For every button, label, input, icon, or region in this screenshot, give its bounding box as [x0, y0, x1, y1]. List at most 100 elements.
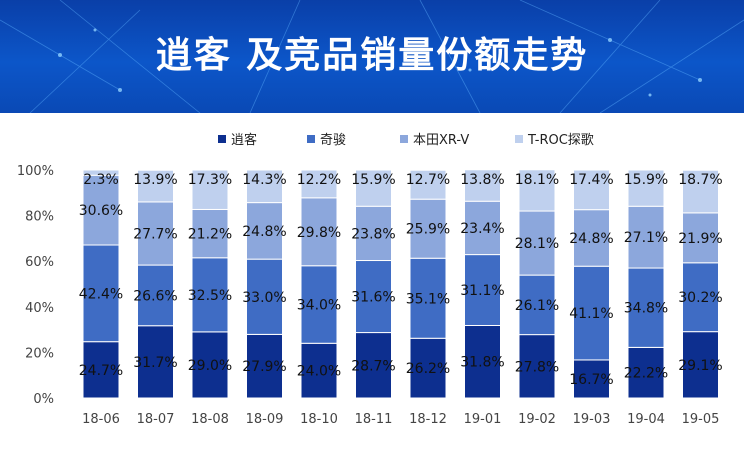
data-label: 24.8%	[569, 231, 613, 247]
data-label: 42.4%	[79, 286, 123, 302]
data-label: 16.7%	[569, 372, 613, 388]
bar-segment	[627, 169, 665, 207]
x-tick-label: 18-10	[300, 412, 338, 427]
data-label: 30.6%	[79, 203, 123, 219]
bar-segment	[137, 325, 174, 399]
data-label: 30.2%	[678, 290, 722, 306]
bar-segment	[355, 205, 392, 262]
x-tick-label: 19-03	[573, 412, 611, 427]
data-label: 17.4%	[569, 172, 613, 188]
stacked-bar-chart: 逍客 奇骏 本田XR-V T-ROC探歌 0% 20% 40% 60% 80% 100% 24.7%…	[17, 132, 723, 427]
y-tick-label: 100%	[17, 164, 54, 179]
title-banner: 逍客 及竞品销量份额走势	[0, 0, 744, 113]
bar-segment	[573, 209, 610, 267]
data-label: 12.7%	[406, 172, 450, 188]
bar-segment	[682, 169, 719, 214]
data-label: 17.3%	[188, 172, 232, 188]
data-label: 23.8%	[351, 226, 395, 242]
legend-swatch	[307, 135, 315, 143]
data-label: 33.0%	[242, 290, 286, 306]
x-tick-label: 19-01	[464, 412, 502, 427]
data-label: 18.1%	[515, 172, 559, 188]
data-label: 27.9%	[242, 359, 286, 375]
bar-segment	[191, 257, 229, 333]
x-tick-label: 18-11	[355, 412, 393, 427]
legend-label: 本田XR-V	[413, 133, 469, 148]
bar-segment	[682, 262, 719, 333]
bar-segment	[191, 331, 229, 399]
bar-segment	[518, 210, 556, 276]
bar-segment	[409, 257, 447, 339]
data-label: 2.3%	[83, 172, 119, 188]
bar-segment	[246, 169, 283, 204]
data-label: 28.7%	[351, 358, 395, 374]
bar-segment	[355, 169, 392, 207]
bar-segment	[409, 337, 447, 399]
y-tick-label: 20%	[25, 346, 54, 361]
data-label: 24.8%	[242, 224, 286, 240]
x-tick-label: 19-05	[682, 412, 720, 427]
bar-segment	[464, 254, 501, 326]
bar-segment	[627, 267, 665, 348]
data-label: 41.1%	[569, 306, 613, 322]
network-lines-decoration	[0, 0, 744, 113]
bar-segment	[300, 265, 338, 344]
data-label: 34.0%	[297, 298, 341, 314]
data-label: 21.9%	[678, 231, 722, 247]
data-label: 31.6%	[351, 290, 395, 306]
bar-segment	[137, 264, 174, 327]
bar-segment	[573, 169, 610, 211]
data-label: 24.0%	[297, 364, 341, 380]
page-title: 逍客 及竞品销量份额走势	[155, 35, 589, 76]
data-label: 31.1%	[460, 283, 504, 299]
legend-swatch	[400, 135, 408, 143]
bar-segment	[300, 169, 338, 199]
bar-segment	[682, 212, 719, 264]
bar-segment	[137, 201, 174, 266]
x-tick-label: 18-06	[82, 412, 120, 427]
bar-segment	[355, 332, 392, 399]
data-label: 27.8%	[515, 359, 559, 375]
data-label: 28.1%	[515, 236, 559, 252]
bar-segment	[573, 265, 610, 361]
data-label: 31.8%	[460, 355, 504, 371]
data-label: 27.7%	[133, 226, 177, 242]
data-label: 29.1%	[678, 358, 722, 374]
bar-segment	[137, 169, 174, 203]
data-label: 34.8%	[624, 301, 668, 317]
bar-segment	[82, 174, 120, 246]
legend-swatch	[218, 135, 226, 143]
data-label: 13.9%	[133, 172, 177, 188]
legend-label: 逍客	[231, 132, 257, 148]
data-label: 26.2%	[406, 361, 450, 377]
bar-segment	[409, 169, 447, 200]
data-label: 15.9%	[624, 172, 668, 188]
x-tick-label: 18-12	[409, 412, 447, 427]
data-label: 35.1%	[406, 291, 450, 307]
bar-segment	[191, 169, 229, 210]
data-label: 13.8%	[460, 172, 504, 188]
data-label: 14.3%	[242, 172, 286, 188]
data-label: 24.7%	[79, 363, 123, 379]
bar-segment	[409, 198, 447, 259]
bar-segment	[518, 274, 556, 336]
bar-segment	[518, 169, 556, 212]
data-label: 12.2%	[297, 172, 341, 188]
bar-segment	[82, 244, 120, 343]
bar-segment	[246, 258, 283, 335]
y-tick-label: 60%	[25, 255, 54, 270]
data-label: 18.7%	[678, 172, 722, 188]
bar-segment	[464, 169, 501, 202]
data-label: 26.6%	[133, 288, 177, 304]
data-label: 29.8%	[297, 225, 341, 241]
bar-segment	[82, 169, 120, 176]
bar-segment	[82, 341, 120, 399]
y-tick-label: 40%	[25, 301, 54, 316]
bar-segment	[191, 208, 229, 259]
x-tick-label: 18-08	[191, 412, 229, 427]
data-label: 29.0%	[188, 358, 232, 374]
legend-swatch	[515, 135, 523, 143]
x-tick-label: 18-09	[246, 412, 284, 427]
y-tick-label: 80%	[25, 210, 54, 225]
data-label: 31.7%	[133, 355, 177, 371]
